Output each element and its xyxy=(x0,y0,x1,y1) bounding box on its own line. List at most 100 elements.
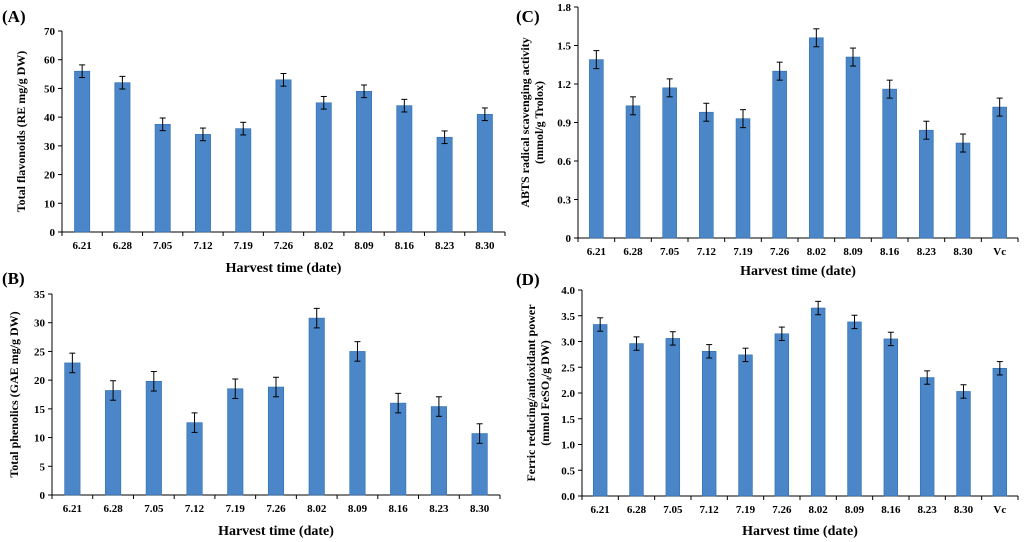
y-tick-label: 30 xyxy=(44,141,56,153)
x-tick-label: 7.19 xyxy=(736,504,756,516)
x-tick-label: 6.21 xyxy=(587,246,606,258)
x-tick-label: 8.02 xyxy=(314,240,334,252)
bar xyxy=(227,388,244,496)
bar xyxy=(810,307,826,497)
panel-label: (A) xyxy=(2,7,26,26)
bar xyxy=(665,338,681,497)
x-tick-label: 8.16 xyxy=(395,240,415,252)
bar xyxy=(186,422,203,496)
x-tick-label: 8.23 xyxy=(429,503,449,515)
y-tick-label: 1.0 xyxy=(561,440,575,452)
y-axis-label: Total flavonoids (RE mg/g DW) xyxy=(14,51,28,213)
bar xyxy=(699,111,714,239)
bar xyxy=(430,406,447,496)
panel-b: (B) 0 5 10 15 20 25 30 35 6.21 6.28 7.05 7.12 7.19 7.2… xyxy=(2,269,501,539)
y-axis-label: Ferric reducing/antioxidant power xyxy=(524,304,538,482)
bar xyxy=(356,91,372,233)
x-tick-label: Vc xyxy=(993,246,1006,258)
bar xyxy=(735,118,751,239)
y-tick-label: 3.0 xyxy=(561,337,575,349)
y-tick-label: 0.5 xyxy=(561,465,575,477)
x-tick-label: 7.05 xyxy=(153,240,173,252)
x-tick-label: 8.23 xyxy=(917,246,937,258)
y-tick-label: 35 xyxy=(34,289,46,301)
bar xyxy=(919,377,935,497)
y-tick-label: 1.2 xyxy=(557,79,571,91)
x-tick-label: 8.09 xyxy=(843,246,863,258)
x-tick-label: 8.23 xyxy=(435,240,455,252)
y-tick-label: 0 xyxy=(50,227,56,239)
panel-label: (C) xyxy=(516,7,540,26)
panel-label: (B) xyxy=(2,269,25,288)
x-tick-label: 7.19 xyxy=(234,240,254,252)
panel-c: (C) 0 0.3 0.6 0.9 1.2 1.5 1.8 6.21 6.28 7.05 7.12 7.… xyxy=(516,2,1019,279)
x-tick-label: 6.28 xyxy=(627,504,647,516)
x-axis-label: Harvest time (date) xyxy=(740,264,856,279)
x-tick-label: 8.30 xyxy=(954,504,974,516)
panel-label: (D) xyxy=(516,270,540,289)
x-tick-label: 7.12 xyxy=(700,504,720,516)
bar xyxy=(772,70,787,239)
y-tick-label: 3.5 xyxy=(561,311,575,323)
y-tick-label: 70 xyxy=(44,26,56,38)
bar xyxy=(145,380,162,496)
y-tick-label: 5 xyxy=(40,461,46,473)
y-tick-label: 2.5 xyxy=(561,362,575,374)
bar xyxy=(883,338,899,497)
bar xyxy=(809,37,824,239)
bar xyxy=(662,87,677,239)
y-axis-label: ABTS radical scavenging activity xyxy=(518,37,532,207)
x-tick-label: 7.19 xyxy=(226,503,246,515)
x-tick-label: 8.02 xyxy=(307,503,327,515)
bar xyxy=(882,88,897,239)
bar xyxy=(315,102,332,233)
y-tick-label: 0 xyxy=(566,233,572,245)
x-tick-label: 6.21 xyxy=(63,503,82,515)
x-tick-label: 8.16 xyxy=(389,503,409,515)
bar xyxy=(992,106,1007,239)
x-tick-label: 7.12 xyxy=(697,246,717,258)
y-tick-label: 0.3 xyxy=(557,195,571,207)
x-tick-label: 8.30 xyxy=(475,240,495,252)
x-tick-label: 7.26 xyxy=(772,504,792,516)
bar xyxy=(235,128,252,233)
panel-a: (A) 0 10 20 30 40 50 60 70 6.21 6.28 7.05 7.12 7.19 7.… xyxy=(2,7,506,276)
bar xyxy=(956,391,971,497)
x-tick-label: 8.30 xyxy=(470,503,490,515)
x-tick-label: 6.28 xyxy=(113,240,133,252)
x-tick-label: 8.23 xyxy=(918,504,938,516)
y-tick-label: 60 xyxy=(44,55,56,67)
x-tick-label: 8.09 xyxy=(845,504,865,516)
bar xyxy=(629,343,644,497)
x-tick-label: 7.26 xyxy=(770,246,790,258)
y-tick-label: 4.0 xyxy=(561,285,575,297)
bar xyxy=(436,136,453,233)
bar xyxy=(738,354,753,497)
bar xyxy=(308,317,325,496)
y-axis-label-units: (mmol/g Trolox) xyxy=(532,81,546,164)
y-tick-label: 10 xyxy=(34,433,46,445)
x-tick-label: 8.02 xyxy=(807,246,827,258)
y-tick-label: 0.0 xyxy=(561,491,575,503)
y-tick-label: 0.9 xyxy=(557,118,571,130)
bar xyxy=(349,351,366,496)
bar xyxy=(625,105,641,239)
bar xyxy=(592,324,608,497)
bar xyxy=(774,333,790,497)
y-tick-label: 15 xyxy=(34,404,46,416)
y-tick-label: 2.0 xyxy=(561,388,575,400)
x-tick-label: 7.05 xyxy=(144,503,164,515)
bar xyxy=(105,390,122,496)
y-tick-label: 20 xyxy=(44,170,56,182)
x-tick-label: 6.28 xyxy=(103,503,123,515)
bar xyxy=(476,113,493,233)
x-tick-label: 8.09 xyxy=(348,503,368,515)
y-tick-label: 40 xyxy=(44,112,56,124)
x-axis-label: Harvest time (date) xyxy=(218,524,334,539)
bar xyxy=(154,124,171,233)
x-tick-label: 6.21 xyxy=(73,240,92,252)
bar xyxy=(64,362,81,496)
bar xyxy=(955,142,971,239)
y-axis-label-units: (mmol FeSO₄/g DW) xyxy=(538,340,552,446)
